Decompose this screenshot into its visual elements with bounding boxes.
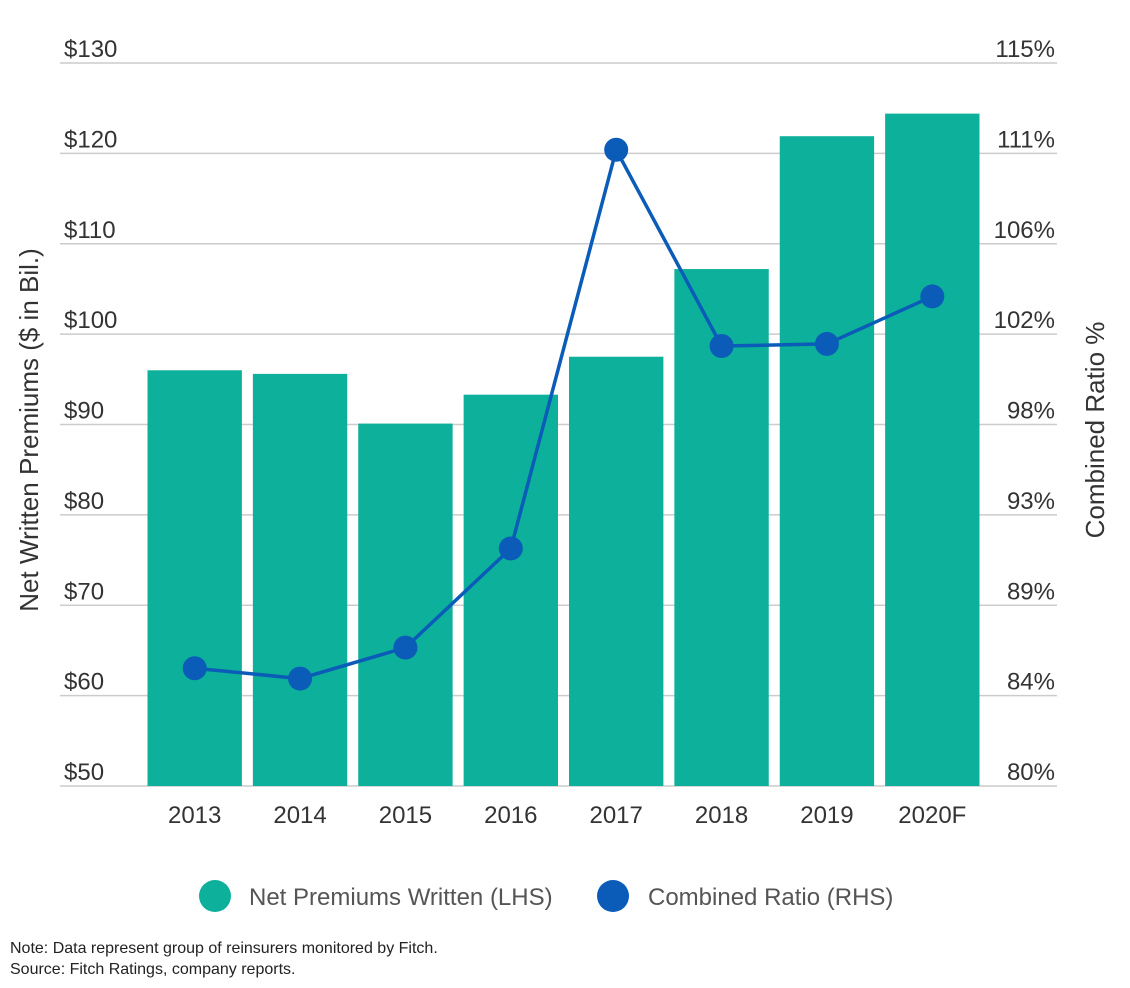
chart-note: Note: Data represent group of reinsurers…: [10, 940, 438, 957]
ratio-point-2017: [604, 137, 629, 162]
bar-2020F: [885, 113, 980, 787]
left-tick-label: $80: [64, 488, 104, 515]
right-tick-label: 115%: [995, 36, 1055, 63]
left-tick-label: $50: [64, 759, 104, 786]
x-tick-label: 2015: [379, 802, 432, 829]
right-tick-label: 111%: [997, 126, 1055, 153]
bar-2019: [779, 136, 875, 787]
legend-label-combined-ratio: Combined Ratio (RHS): [648, 884, 893, 911]
left-tick-label: $70: [64, 578, 104, 605]
bar-2014: [252, 373, 348, 786]
x-tick-label: 2014: [273, 802, 326, 829]
combined-ratio-line: [194, 148, 934, 681]
left-tick-label: $110: [64, 217, 116, 244]
left-axis-ticks: $50 $60 $70 $80 $90 $100 $110 $120 $130: [64, 36, 117, 786]
x-axis-ticks: 2013 2014 2015 2016 2017 2018 2019 2020F: [168, 802, 966, 829]
ratio-point-2013: [182, 656, 207, 681]
bar-2015: [358, 423, 453, 786]
x-tick-label: 2016: [484, 802, 537, 829]
line-series: [182, 137, 945, 691]
right-axis-title: Combined Ratio %: [1080, 322, 1110, 539]
ratio-point-2016: [498, 536, 523, 561]
right-tick-label: 106%: [994, 217, 1055, 244]
right-tick-label: 89%: [1007, 578, 1055, 605]
right-tick-label: 93%: [1007, 488, 1055, 515]
bar-series: [147, 113, 980, 787]
x-tick-label: 2020F: [898, 802, 966, 829]
left-tick-label: $90: [64, 398, 104, 425]
ratio-point-2018: [709, 334, 734, 359]
bar-2016: [463, 394, 558, 786]
legend: Net Premiums Written (LHS) Combined Rati…: [199, 880, 893, 912]
x-tick-label: 2019: [800, 802, 853, 829]
right-tick-label: 80%: [1007, 759, 1055, 786]
right-tick-label: 84%: [1007, 669, 1055, 696]
left-tick-label: $100: [64, 307, 117, 334]
right-tick-label: 102%: [994, 307, 1055, 334]
left-tick-label: $120: [64, 126, 117, 153]
x-tick-label: 2013: [168, 802, 221, 829]
ratio-point-2014: [288, 666, 313, 691]
right-tick-label: 98%: [1007, 398, 1055, 425]
left-tick-label: $60: [64, 669, 104, 696]
bar-2013: [147, 370, 242, 786]
left-tick-label: $130: [64, 36, 117, 63]
x-tick-label: 2017: [589, 802, 642, 829]
x-tick-label: 2018: [695, 802, 748, 829]
right-axis-ticks: 80% 84% 89% 93% 98% 102% 106% 111% 115%: [994, 36, 1055, 786]
legend-swatch-combined-ratio: [597, 880, 629, 912]
ratio-point-2020F: [920, 284, 945, 309]
chart-source: Source: Fitch Ratings, company reports.: [10, 961, 296, 978]
legend-swatch-net-premiums: [199, 880, 231, 912]
left-axis-title: Net Written Premiums ($ in Bil.): [14, 248, 44, 612]
bar-2017: [569, 356, 664, 786]
ratio-point-2019: [814, 331, 839, 356]
ratio-point-2015: [393, 635, 418, 660]
legend-label-net-premiums: Net Premiums Written (LHS): [249, 884, 553, 911]
